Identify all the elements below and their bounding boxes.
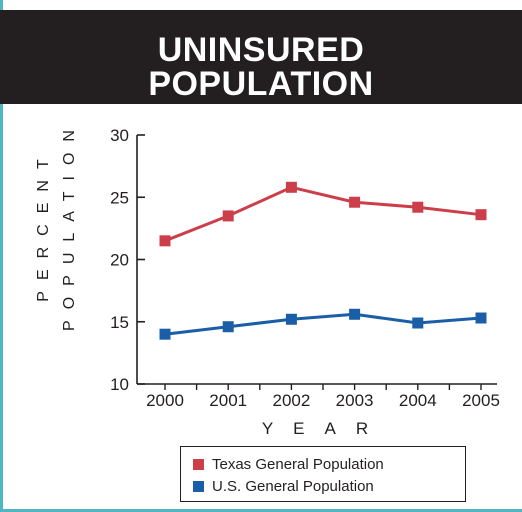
x-tick-label: 2002 (272, 391, 310, 410)
legend-label-us: U.S. General Population (212, 477, 374, 495)
us-data-point (285, 313, 297, 325)
x-tick-label: 2001 (209, 391, 247, 410)
legend-swatch-us (193, 480, 204, 492)
y-tick-label: 10 (110, 375, 129, 394)
y-axis-label-line1: PERCENT (35, 148, 52, 301)
legend-item-texas: Texas General Population (193, 454, 384, 474)
legend: Texas General Population U.S. General Po… (180, 446, 466, 502)
legend-item-us: U.S. General Population (193, 476, 374, 496)
title-banner: UNINSURED POPULATION (0, 10, 522, 104)
texas-data-point (285, 181, 297, 193)
x-tick-label: 2000 (146, 391, 184, 410)
y-tick-label: 20 (110, 251, 129, 270)
texas-data-point (159, 235, 171, 247)
texas-data-point (412, 201, 424, 213)
texas-data-point (475, 209, 487, 221)
legend-swatch-texas (193, 458, 204, 470)
us-data-point (349, 308, 361, 320)
x-axis-label: YEAR (262, 419, 388, 438)
legend-label-texas: Texas General Population (212, 455, 384, 473)
texas-data-point (349, 196, 361, 208)
texas-data-point (222, 210, 234, 222)
us-data-point (159, 328, 171, 340)
x-tick-label: 2004 (399, 391, 437, 410)
us-data-point (475, 312, 487, 324)
y-tick-label: 15 (110, 313, 129, 332)
texas-series-line (164, 185, 482, 243)
y-tick-label: 30 (110, 126, 129, 145)
x-tick-label: 2003 (336, 391, 374, 410)
us-series-line (164, 312, 482, 336)
chart-title: UNINSURED POPULATION (148, 31, 374, 103)
x-tick-label: 2005 (462, 391, 500, 410)
y-axis-label-line2: POPULATION (61, 119, 78, 331)
us-data-point (412, 317, 424, 329)
y-tick-label: 25 (110, 188, 129, 207)
us-data-point (222, 321, 234, 333)
